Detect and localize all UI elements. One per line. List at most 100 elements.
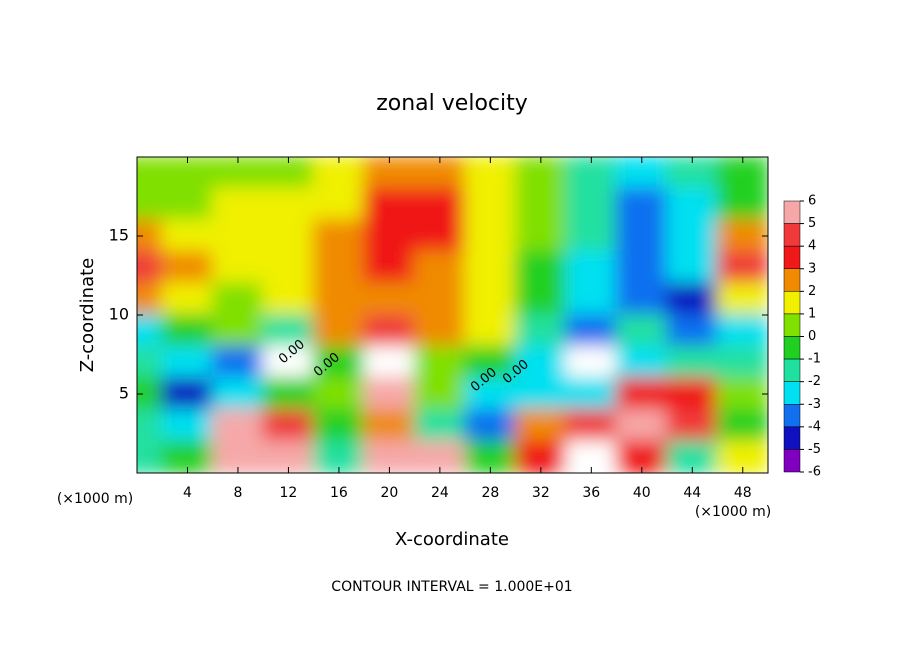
field-cell — [161, 282, 214, 316]
field-cell — [413, 408, 467, 443]
colorbar-band — [783, 358, 801, 382]
x-unit-label: (×1000 m) — [695, 504, 771, 520]
field-cell — [161, 314, 214, 348]
x-tick-label: 32 — [532, 485, 550, 501]
field-cell — [514, 408, 568, 443]
colorbar-band — [783, 404, 801, 428]
field-cell — [615, 187, 669, 222]
field-cell — [514, 219, 568, 253]
field-cell — [137, 314, 164, 348]
field-cell — [514, 282, 568, 316]
chart-title: zonal velocity — [376, 91, 528, 116]
field-cell — [161, 377, 214, 411]
colorbar-tick-label: 0 — [808, 329, 816, 344]
field-cell — [514, 187, 568, 222]
colorbar-band — [783, 426, 801, 450]
field-cell — [615, 314, 669, 348]
x-tick-label: 28 — [481, 485, 499, 501]
field-cell — [262, 282, 315, 316]
field-cell — [312, 219, 366, 253]
field-cell — [666, 250, 719, 285]
field-cell — [565, 345, 618, 380]
field-cell — [161, 408, 214, 443]
field-cell — [137, 157, 164, 190]
field-cell — [716, 282, 768, 316]
colorbar-tick-label: 2 — [808, 284, 816, 299]
field-cell — [413, 314, 467, 348]
field-cell — [312, 187, 366, 222]
field-cell — [363, 314, 416, 348]
field-cell — [137, 282, 164, 316]
field-cell — [312, 314, 366, 348]
colorbar-band — [783, 291, 801, 315]
field-cell — [464, 282, 517, 316]
colorbar-band — [783, 449, 801, 473]
field-cell — [565, 187, 618, 222]
field-cell — [137, 345, 164, 380]
field-cell — [565, 314, 618, 348]
x-axis-label: X-coordinate — [395, 529, 509, 550]
field-cell — [262, 250, 315, 285]
field-cell — [514, 345, 568, 380]
field-cell — [211, 250, 265, 285]
colorbar-band — [783, 336, 801, 360]
field-cell — [262, 314, 315, 348]
field-cell — [666, 408, 719, 443]
y-axis-label: Z-coordinate — [77, 258, 98, 373]
field-cell — [716, 377, 768, 411]
x-tick-label: 12 — [280, 485, 298, 501]
field-cell — [615, 250, 669, 285]
field-cell — [363, 219, 416, 253]
colorbar-band — [783, 245, 801, 270]
field-cell — [413, 219, 467, 253]
field-cell — [565, 282, 618, 316]
field-cell — [464, 250, 517, 285]
y-tick-label: 5 — [119, 384, 129, 403]
field-cell — [161, 345, 214, 380]
colorbar-tick-label: -6 — [808, 465, 821, 480]
field-cell — [464, 187, 517, 222]
footer: CONTOUR INTERVAL = 1.000E+01 — [331, 579, 572, 595]
field-cell — [211, 314, 265, 348]
field-cell — [514, 377, 568, 411]
field-cells — [137, 157, 768, 473]
field-cell — [211, 345, 265, 380]
field-cell — [565, 377, 618, 411]
field-cell — [615, 345, 669, 380]
x-unit-label: (×1000 m) — [57, 491, 133, 507]
field-cell — [137, 440, 164, 473]
field-cell — [716, 219, 768, 253]
colorbar-band — [783, 200, 801, 224]
field-cell — [312, 345, 366, 380]
x-tick-label: 36 — [582, 485, 600, 501]
field-cell — [464, 408, 517, 443]
colorbar-band — [783, 223, 801, 247]
field-cell — [211, 377, 265, 411]
field — [137, 157, 768, 473]
field-cell — [363, 377, 416, 411]
field-cell — [716, 345, 768, 380]
y-tick-label: 10 — [109, 305, 129, 324]
field-cell — [565, 219, 618, 253]
field-cell — [716, 314, 768, 348]
field-cell — [464, 314, 517, 348]
colorbar-tick-label: -2 — [808, 374, 821, 389]
field-cell — [615, 282, 669, 316]
field-cell — [363, 282, 416, 316]
field-cell — [161, 219, 214, 253]
field-cell — [312, 377, 366, 411]
field-cell — [464, 219, 517, 253]
colorbar-tick-label: -1 — [808, 352, 821, 367]
field-cell — [262, 187, 315, 222]
field-cell — [312, 250, 366, 285]
x-tick-label: 4 — [183, 485, 192, 501]
colorbar-tick-label: -3 — [808, 397, 821, 412]
field-cell — [363, 345, 416, 380]
field-cell — [666, 314, 719, 348]
field-cell — [666, 377, 719, 411]
field-cell — [312, 282, 366, 316]
field-cell — [312, 408, 366, 443]
field-cell — [211, 187, 265, 222]
colorbar-tick-label: 3 — [808, 261, 816, 276]
field-cell — [137, 250, 164, 285]
